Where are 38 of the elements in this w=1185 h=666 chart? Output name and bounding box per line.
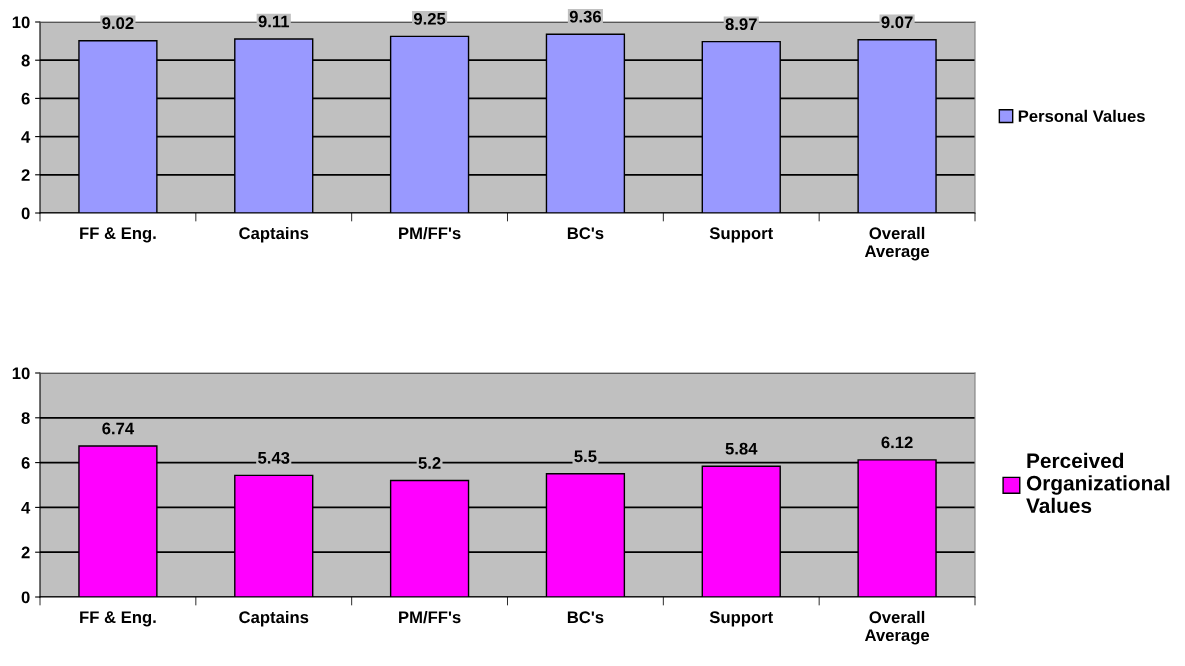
y-tick-label: 0 — [21, 591, 30, 604]
y-tick-label: 4 — [21, 501, 31, 514]
data-label: 9.11 — [258, 15, 290, 28]
y-tick-label: 6 — [21, 457, 30, 469]
data-label: 6.12 — [881, 436, 913, 449]
x-tick-label: BC's — [567, 227, 604, 240]
x-tick-label: Support — [709, 611, 773, 627]
x-tick-label: PM/FF's — [399, 226, 461, 240]
y-tick-label: 6 — [21, 92, 30, 105]
y-tick-label: 10 — [12, 16, 30, 29]
data-label: 8.97 — [725, 18, 757, 31]
x-tick-label: Support — [709, 227, 773, 243]
y-tick-label: 2 — [21, 169, 30, 181]
x-tick-label: Captains — [239, 226, 309, 243]
data-label: 9.02 — [102, 17, 134, 30]
data-label: 5.43 — [258, 451, 290, 464]
x-tick-label: FF & Eng. — [80, 227, 156, 243]
data-label: 9.07 — [881, 16, 913, 29]
y-tick-label: 8 — [21, 412, 30, 424]
x-tick-label: BC's — [567, 611, 604, 624]
y-tick-label: 0 — [21, 207, 30, 220]
data-label: 9.25 — [413, 12, 446, 25]
x-tick-label: Captains — [239, 610, 309, 627]
legend-label: Perceived Organizational Values — [1026, 452, 1170, 514]
y-tick-label: 8 — [21, 54, 30, 67]
y-tick-label: 2 — [21, 546, 30, 559]
data-label: 5.2 — [418, 457, 441, 469]
x-tick-label: FF & Eng. — [80, 611, 156, 627]
data-label: 9.36 — [569, 10, 602, 23]
legend-label: Personal Values — [1018, 109, 1145, 123]
data-label: 6.74 — [102, 422, 135, 435]
x-tick-label: Overall Average — [864, 610, 930, 645]
x-tick-label: PM/FF's — [399, 610, 461, 624]
y-tick-label: 4 — [21, 131, 31, 143]
y-tick-label: 10 — [12, 367, 30, 380]
data-label: 5.84 — [725, 442, 758, 455]
x-tick-label: Overall Average — [864, 226, 930, 261]
data-label: 5.5 — [574, 450, 597, 463]
